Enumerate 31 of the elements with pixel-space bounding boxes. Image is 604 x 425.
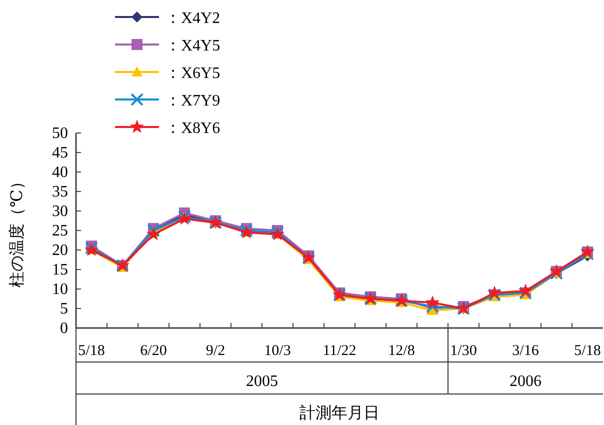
y-tick-label: 10 — [52, 281, 68, 298]
x-tick-label: 5/18 — [78, 343, 105, 359]
y-tick-label: 50 — [52, 125, 68, 142]
legend-label: ：X4Y2 — [165, 10, 220, 27]
y-tick-label: 40 — [52, 164, 68, 181]
x-tick-label: 3/16 — [512, 343, 540, 359]
legend-label: ：X8Y6 — [165, 120, 220, 137]
x-tick-label: 10/3 — [264, 343, 291, 359]
x-tick-label: 6/20 — [140, 343, 167, 359]
legend-label: ：X6Y5 — [165, 65, 220, 82]
y-tick-label: 0 — [60, 320, 68, 337]
x-tick-label: 12/8 — [388, 343, 415, 359]
y-axis-title: 柱の温度（℃） — [8, 174, 26, 288]
text: 2005 — [246, 373, 278, 390]
y-tick-label: 35 — [52, 184, 68, 200]
x-tick-label: 1/30 — [450, 343, 477, 359]
x-tick-label: 9/2 — [206, 343, 226, 359]
y-tick-label: 5 — [60, 300, 68, 318]
y-tick-label: 30 — [52, 203, 68, 220]
x-axis-title: 計測年月日 — [300, 404, 380, 422]
y-tick-label: 15 — [52, 262, 68, 278]
x-tick-label: 11/22 — [322, 343, 356, 359]
x-tick-label: 5/18 — [574, 343, 601, 359]
y-tick-label: 20 — [52, 242, 68, 259]
y-tick-label: 25 — [52, 222, 68, 240]
legend-label: ：X4Y5 — [165, 38, 220, 54]
text: 2006 — [510, 373, 542, 390]
point — [146, 226, 161, 240]
y-tick-label: 45 — [52, 144, 68, 162]
legend-label: ：X7Y9 — [165, 92, 220, 110]
point — [425, 295, 440, 309]
